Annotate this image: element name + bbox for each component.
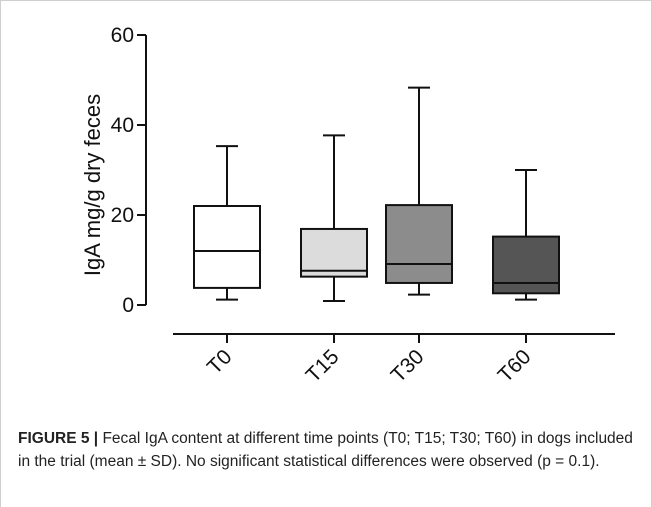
box-t30 [385,86,453,296]
y-tick-label: 40 [111,114,134,137]
y-tick-label: 60 [111,24,134,47]
y-axis-title: IgA mg/g dry feces [80,94,105,276]
axes: 0 20 40 60 T0 T15 T30 T60 [111,24,615,387]
iqr-box [193,205,261,289]
iqr-box [492,235,560,295]
figure-caption: FIGURE 5 | Fecal IgA content at differen… [18,427,638,473]
x-tick-label: T60 [494,345,536,387]
y-tick-label: 0 [122,294,134,317]
x-tick-label: T15 [302,345,344,387]
y-tick-label: 20 [111,204,134,227]
iqr-box [385,204,453,284]
box-t0 [193,145,261,301]
x-tick-label: T0 [203,345,237,379]
frame-left-border [0,0,1,507]
caption-text: Fecal IgA content at different time poin… [18,430,633,470]
x-tick-label: T30 [387,345,429,387]
iqr-box [300,227,368,278]
box-t15 [300,134,368,302]
box-series [193,86,560,302]
caption-label: FIGURE 5 | [18,430,99,447]
box-t60 [492,169,560,301]
box-plot-chart: 0 20 40 60 T0 T15 T30 T60 IgA mg/g dry feces [80,24,615,387]
frame-top-border [0,0,652,1]
